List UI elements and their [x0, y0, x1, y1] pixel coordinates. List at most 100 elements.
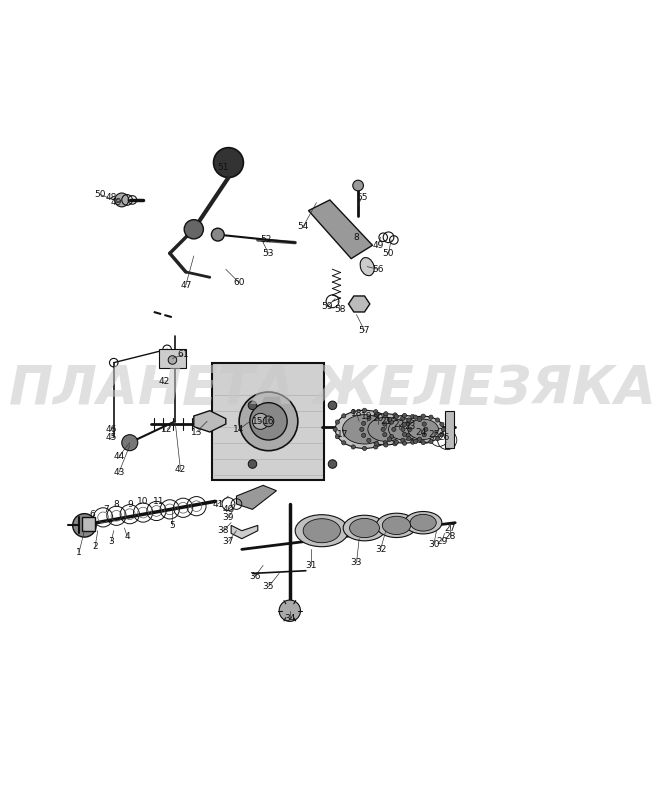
Circle shape [401, 427, 405, 431]
Ellipse shape [350, 518, 380, 538]
Circle shape [406, 422, 410, 426]
Circle shape [394, 414, 398, 418]
Circle shape [72, 514, 96, 537]
Text: 53: 53 [263, 249, 274, 258]
Text: 45: 45 [106, 433, 117, 442]
Text: 11: 11 [154, 497, 165, 506]
Text: 49: 49 [111, 198, 122, 207]
Text: 8: 8 [354, 233, 359, 242]
Circle shape [115, 193, 129, 207]
Ellipse shape [362, 414, 410, 445]
Circle shape [402, 432, 406, 437]
Text: 31: 31 [305, 561, 317, 570]
Circle shape [408, 427, 412, 431]
Text: 57: 57 [358, 326, 370, 335]
Circle shape [440, 432, 444, 437]
Text: 52: 52 [260, 235, 271, 245]
Bar [444, 410, 454, 448]
Circle shape [362, 446, 366, 450]
Circle shape [253, 414, 269, 430]
Circle shape [248, 460, 257, 468]
Circle shape [250, 402, 287, 440]
Text: 44: 44 [114, 451, 125, 461]
Ellipse shape [342, 414, 386, 444]
Text: 7: 7 [103, 505, 108, 514]
Circle shape [213, 148, 243, 178]
Text: 42: 42 [175, 465, 186, 474]
Circle shape [384, 443, 388, 447]
Text: 36: 36 [249, 571, 261, 581]
Circle shape [329, 460, 336, 468]
Circle shape [329, 401, 336, 410]
Text: 4: 4 [124, 531, 130, 541]
Circle shape [410, 440, 415, 444]
Circle shape [421, 414, 426, 418]
Polygon shape [309, 200, 372, 258]
Text: 41: 41 [212, 499, 223, 509]
Text: 19: 19 [362, 411, 373, 421]
Circle shape [335, 434, 340, 438]
Text: 48: 48 [106, 193, 117, 202]
Circle shape [374, 442, 379, 446]
Circle shape [384, 412, 388, 416]
Text: ПЛАНЕТА ЖЕЛЕЗЯКА: ПЛАНЕТА ЖЕЛЕЗЯКА [9, 363, 656, 415]
Text: 6: 6 [90, 510, 95, 519]
Ellipse shape [335, 410, 394, 449]
Ellipse shape [303, 518, 340, 542]
Ellipse shape [403, 416, 444, 442]
Circle shape [381, 427, 385, 431]
Circle shape [401, 416, 405, 421]
Circle shape [393, 413, 397, 417]
Ellipse shape [376, 514, 417, 538]
Ellipse shape [388, 418, 420, 440]
Circle shape [360, 427, 364, 431]
Text: 30: 30 [428, 539, 440, 549]
Text: 42: 42 [159, 377, 170, 386]
Circle shape [279, 600, 301, 622]
Text: 32: 32 [375, 545, 386, 554]
Circle shape [383, 441, 388, 445]
Circle shape [421, 440, 426, 445]
Text: 58: 58 [334, 305, 346, 314]
Text: 17: 17 [337, 430, 349, 439]
Polygon shape [237, 486, 277, 510]
Circle shape [351, 410, 355, 414]
Text: 29: 29 [436, 537, 448, 546]
Ellipse shape [343, 515, 386, 541]
Circle shape [401, 438, 405, 442]
Circle shape [333, 427, 337, 431]
Circle shape [239, 392, 298, 450]
Ellipse shape [383, 415, 426, 443]
Circle shape [366, 416, 371, 421]
Polygon shape [348, 296, 370, 312]
Text: 40: 40 [223, 505, 234, 514]
Circle shape [362, 422, 366, 426]
Ellipse shape [410, 514, 436, 531]
Text: 24: 24 [415, 427, 426, 437]
Circle shape [414, 415, 418, 419]
Circle shape [352, 180, 364, 191]
Text: 38: 38 [217, 526, 229, 535]
Circle shape [429, 439, 433, 444]
Text: 1: 1 [76, 547, 82, 557]
Text: 18: 18 [350, 409, 362, 418]
Bar [159, 350, 186, 368]
Circle shape [429, 415, 433, 419]
Text: 43: 43 [114, 467, 125, 477]
Circle shape [410, 414, 415, 418]
Circle shape [414, 439, 418, 444]
Text: 26: 26 [439, 433, 450, 442]
Circle shape [184, 220, 203, 239]
Text: 55: 55 [356, 193, 368, 202]
Circle shape [390, 420, 394, 424]
Circle shape [402, 422, 406, 426]
Circle shape [387, 418, 392, 422]
Circle shape [440, 422, 444, 426]
Text: 21: 21 [380, 417, 392, 426]
Polygon shape [231, 526, 258, 538]
Ellipse shape [404, 511, 442, 534]
Circle shape [263, 416, 274, 426]
Text: 60: 60 [233, 278, 245, 287]
Ellipse shape [360, 258, 374, 276]
Text: 20: 20 [372, 414, 384, 423]
